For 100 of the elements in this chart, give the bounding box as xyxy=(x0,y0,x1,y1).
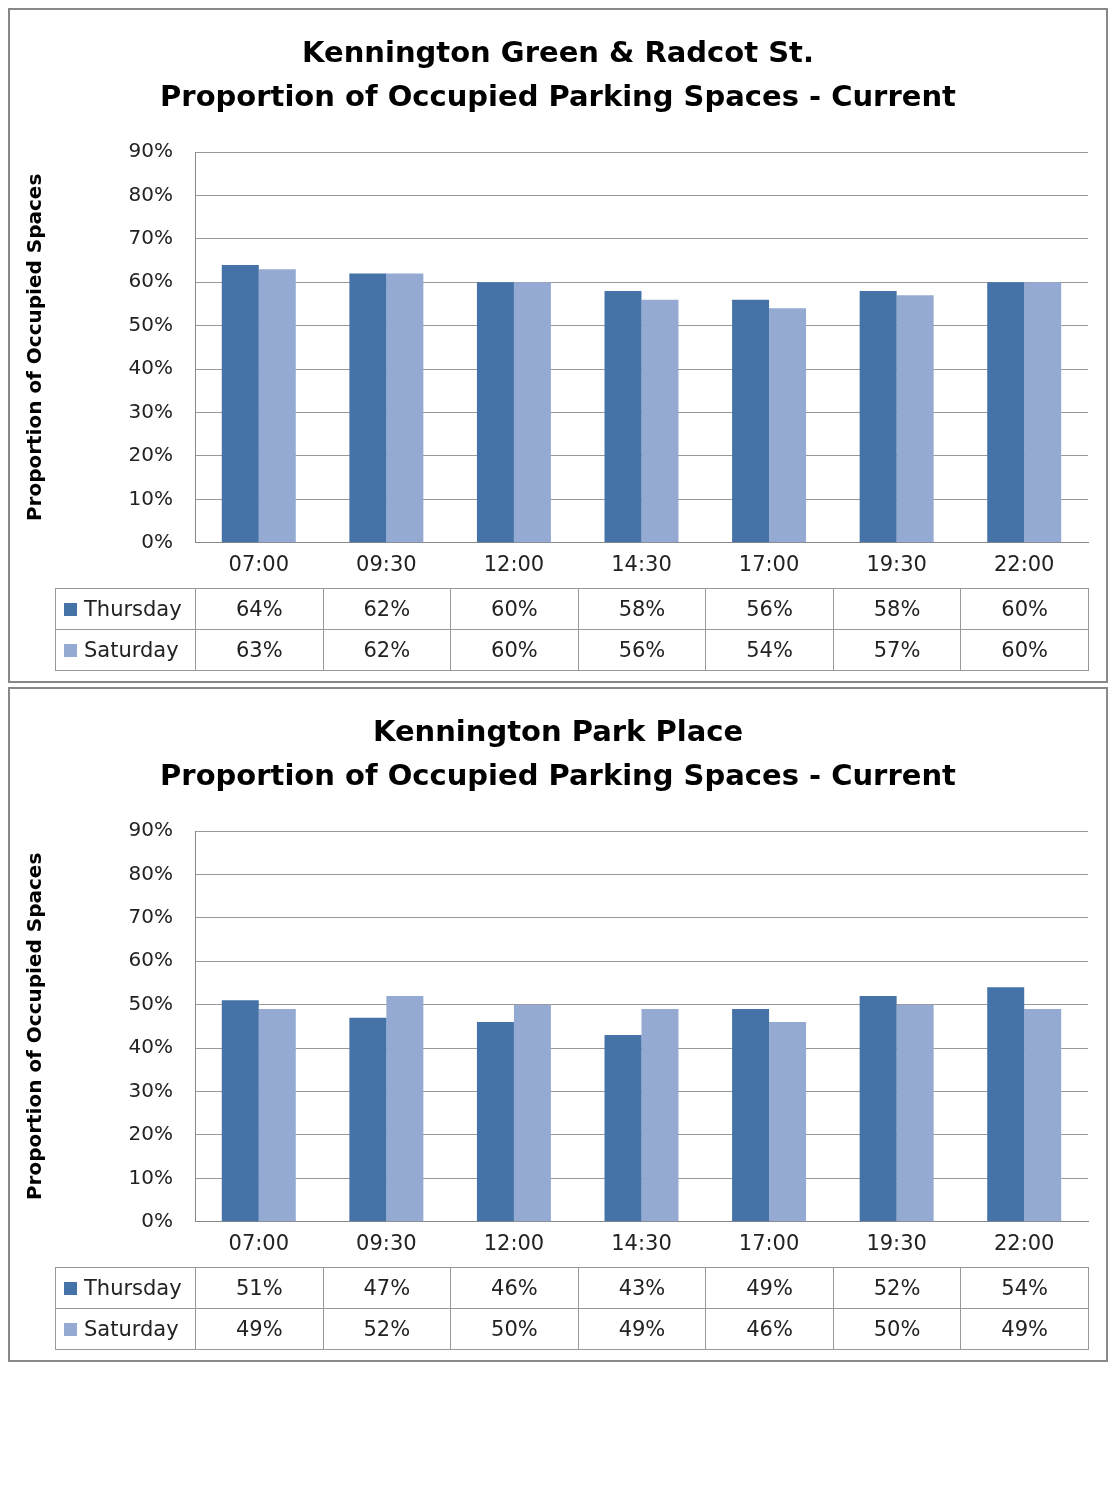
bar xyxy=(386,273,424,543)
x-tick-label: 14:30 xyxy=(611,551,672,576)
y-tick-label: 10% xyxy=(128,485,173,510)
bar xyxy=(732,1009,770,1222)
bar xyxy=(1024,282,1062,543)
x-tick-label: 07:00 xyxy=(228,551,290,576)
y-tick-label: 80% xyxy=(128,181,173,206)
bar xyxy=(987,282,1025,543)
y-tick-label: 30% xyxy=(128,1077,173,1102)
bar xyxy=(513,1004,551,1222)
y-tick-label: 60% xyxy=(128,268,173,293)
y-tick-label: 0% xyxy=(141,529,173,553)
bar xyxy=(476,1022,514,1222)
x-tick-label: 17:00 xyxy=(738,1230,800,1255)
data-label: 52% xyxy=(833,1267,961,1309)
bar xyxy=(769,308,807,543)
legend-label: Saturday xyxy=(55,1308,196,1350)
data-label: 62% xyxy=(323,629,451,671)
data-label: 49% xyxy=(195,1308,324,1350)
data-label: 64% xyxy=(195,588,324,630)
data-label: 56% xyxy=(578,629,706,671)
y-tick-label: 20% xyxy=(128,1121,173,1146)
y-tick-label: 50% xyxy=(128,990,173,1015)
bar xyxy=(604,290,642,543)
data-label: 50% xyxy=(833,1308,961,1350)
y-axis-title: Proportion of Occupied Spaces xyxy=(22,852,47,1201)
x-tick-label: 09:30 xyxy=(356,1230,417,1255)
bar xyxy=(641,299,679,543)
data-label: 50% xyxy=(450,1308,579,1350)
chart-subtitle: Proportion of Occupied Parking Spaces - Current xyxy=(159,757,957,794)
data-label: 62% xyxy=(323,588,451,630)
x-tick-label: 17:00 xyxy=(738,551,800,576)
legend-label: Saturday xyxy=(55,629,196,671)
data-label: 47% xyxy=(323,1267,451,1309)
data-label: 57% xyxy=(833,629,961,671)
y-tick-label: 70% xyxy=(128,225,173,250)
bar xyxy=(896,1004,934,1222)
data-label: 60% xyxy=(450,629,579,671)
x-tick-label: 09:30 xyxy=(356,551,417,576)
data-label: 58% xyxy=(833,588,961,630)
legend-label: Thursday xyxy=(55,588,196,630)
y-tick-label: 90% xyxy=(128,817,173,842)
y-tick-label: 60% xyxy=(128,947,173,972)
data-label: 49% xyxy=(705,1267,834,1309)
bar xyxy=(258,269,296,543)
y-tick-label: 0% xyxy=(141,1208,173,1232)
data-label: 63% xyxy=(195,629,324,671)
bar xyxy=(987,987,1025,1222)
x-tick-label: 22:00 xyxy=(993,551,1055,576)
bar xyxy=(1024,1009,1062,1222)
data-label: 54% xyxy=(705,629,834,671)
bar xyxy=(859,290,897,543)
bar xyxy=(476,282,514,543)
data-label: 56% xyxy=(705,588,834,630)
x-tick-label: 22:00 xyxy=(993,1230,1055,1255)
chart-subtitle: Proportion of Occupied Parking Spaces - Current xyxy=(159,78,957,115)
data-label: 60% xyxy=(450,588,579,630)
bar xyxy=(221,1000,259,1222)
data-label: 51% xyxy=(195,1267,324,1309)
y-tick-label: 10% xyxy=(128,1164,173,1189)
data-label: 46% xyxy=(705,1308,834,1350)
data-label: 58% xyxy=(578,588,706,630)
data-label: 43% xyxy=(578,1267,706,1309)
data-label: 54% xyxy=(960,1267,1089,1309)
x-tick-label: 14:30 xyxy=(611,1230,672,1255)
data-label: 52% xyxy=(323,1308,451,1350)
x-tick-label: 12:00 xyxy=(483,551,545,576)
bar xyxy=(604,1035,642,1222)
y-tick-label: 20% xyxy=(128,442,173,467)
data-label: 60% xyxy=(960,629,1089,671)
y-tick-label: 40% xyxy=(128,1034,173,1059)
bar xyxy=(513,282,551,543)
chart-title: Kennington Green & Radcot St. xyxy=(301,34,815,71)
y-tick-label: 50% xyxy=(128,311,173,336)
bar xyxy=(896,295,934,543)
bar xyxy=(221,264,259,543)
x-tick-label: 19:30 xyxy=(866,1230,927,1255)
y-tick-label: 80% xyxy=(128,860,173,885)
bar xyxy=(349,273,387,543)
bar xyxy=(859,996,897,1222)
bar xyxy=(386,996,424,1222)
chart-title: Kennington Park Place xyxy=(371,713,745,750)
x-tick-label: 12:00 xyxy=(483,1230,545,1255)
x-tick-label: 07:00 xyxy=(228,1230,290,1255)
x-tick-label: 19:30 xyxy=(866,551,927,576)
data-label: 49% xyxy=(578,1308,706,1350)
bar xyxy=(769,1022,807,1222)
y-tick-label: 90% xyxy=(128,138,173,163)
legend-label: Thursday xyxy=(55,1267,196,1309)
y-axis-title: Proportion of Occupied Spaces xyxy=(22,173,47,522)
y-tick-label: 30% xyxy=(128,398,173,423)
bar xyxy=(641,1009,679,1222)
data-label: 49% xyxy=(960,1308,1089,1350)
y-tick-label: 70% xyxy=(128,904,173,929)
bar xyxy=(349,1017,387,1222)
data-label: 46% xyxy=(450,1267,579,1309)
data-label: 60% xyxy=(960,588,1089,630)
bar xyxy=(732,299,770,543)
bar xyxy=(258,1009,296,1222)
y-tick-label: 40% xyxy=(128,355,173,380)
